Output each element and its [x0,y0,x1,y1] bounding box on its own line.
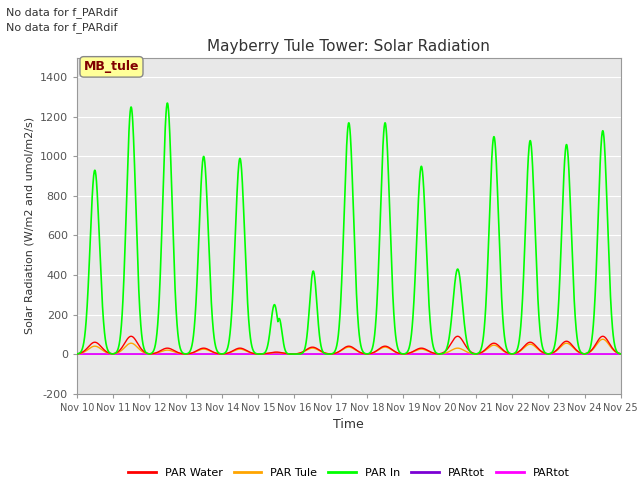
Title: Mayberry Tule Tower: Solar Radiation: Mayberry Tule Tower: Solar Radiation [207,39,490,54]
Text: No data for f_PARdif: No data for f_PARdif [6,22,118,33]
Y-axis label: Solar Radiation (W/m2 and umol/m2/s): Solar Radiation (W/m2 and umol/m2/s) [24,117,34,334]
Text: MB_tule: MB_tule [84,60,140,73]
Legend: PAR Water, PAR Tule, PAR In, PARtot, PARtot: PAR Water, PAR Tule, PAR In, PARtot, PAR… [124,463,574,480]
Text: No data for f_PARdif: No data for f_PARdif [6,7,118,18]
X-axis label: Time: Time [333,418,364,431]
